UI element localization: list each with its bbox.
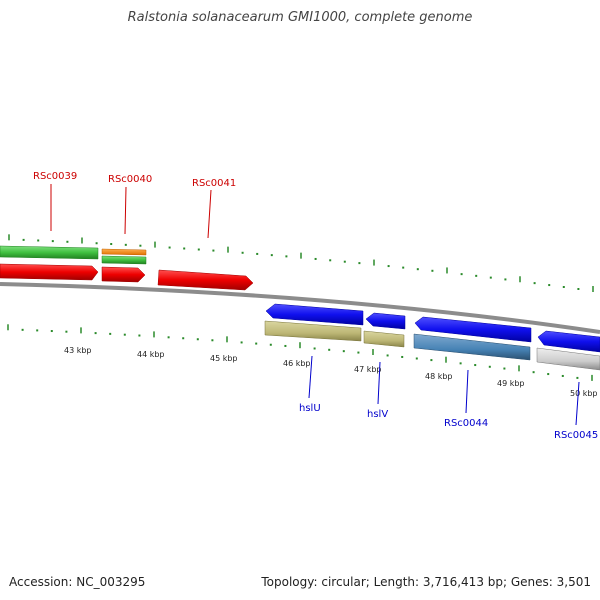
kbp-label: 44 kbp [137,350,165,359]
kbp-scale-labels: 43 kbp 44 kbp 45 kbp 46 kbp 47 kbp 48 kb… [64,346,598,398]
genome-title: Ralstonia solanacearum GMI1000, complete… [127,10,473,25]
genome-summary: Topology: circular; Length: 3,716,413 bp… [261,575,591,589]
gene-arrow-rsc0044[interactable] [414,316,532,343]
cds-bar-hslu[interactable] [264,320,362,342]
reverse-gene-labels: hslU hslV RSc0044 RSc0045 [299,355,598,441]
cds-bar-rsc0040-b[interactable] [101,255,147,265]
cds-bar-rsc0039[interactable] [0,245,99,260]
leader-line-rsc0040 [124,186,127,235]
gene-label-rsc0041[interactable]: RSc0041 [192,178,236,189]
cds-bar-rsc0040[interactable] [101,248,147,256]
cds-bar-hslv[interactable] [363,330,405,348]
accession-label: Accession: NC_003295 [9,575,146,589]
leader-line-rsc0041 [207,189,212,239]
kbp-label: 46 kbp [283,359,311,368]
forward-gene-track [0,263,254,291]
gene-arrow-hslu[interactable] [265,303,364,326]
gene-label-hslv[interactable]: hslV [367,409,388,420]
kbp-label: 50 kbp [570,389,598,398]
forward-gene-labels: RSc0039 RSc0040 RSc0041 [33,171,236,239]
gene-arrow-rsc0045[interactable] [537,330,600,353]
tick-marks [7,234,594,381]
gene-arrow-rsc0039[interactable] [0,263,99,281]
cds-bar-rsc0044[interactable] [413,333,531,361]
gene-label-rsc0040[interactable]: RSc0040 [108,174,152,185]
leader-line-hslv [377,361,381,405]
gene-label-rsc0039[interactable]: RSc0039 [33,171,77,182]
kbp-label: 48 kbp [425,372,453,381]
kbp-label: 45 kbp [210,354,238,363]
gene-arrow-hslv[interactable] [365,312,406,330]
leader-line-hslu [308,355,313,399]
cds-feature-track [0,245,600,371]
kbp-label: 43 kbp [64,346,92,355]
kbp-label: 47 kbp [354,365,382,374]
reverse-gene-track [265,303,600,353]
gene-label-hslu[interactable]: hslU [299,403,321,414]
kbp-label: 49 kbp [497,379,525,388]
genome-backbone [0,282,600,334]
gene-label-rsc0045[interactable]: RSc0045 [554,430,598,441]
gene-arrow-rsc0041[interactable] [157,269,254,291]
gene-label-rsc0044[interactable]: RSc0044 [444,418,488,429]
leader-line-rsc0045 [575,381,580,426]
cds-bar-rsc0045[interactable] [536,347,600,371]
gene-arrow-rsc0040[interactable] [101,266,146,283]
leader-line-rsc0044 [465,369,469,414]
